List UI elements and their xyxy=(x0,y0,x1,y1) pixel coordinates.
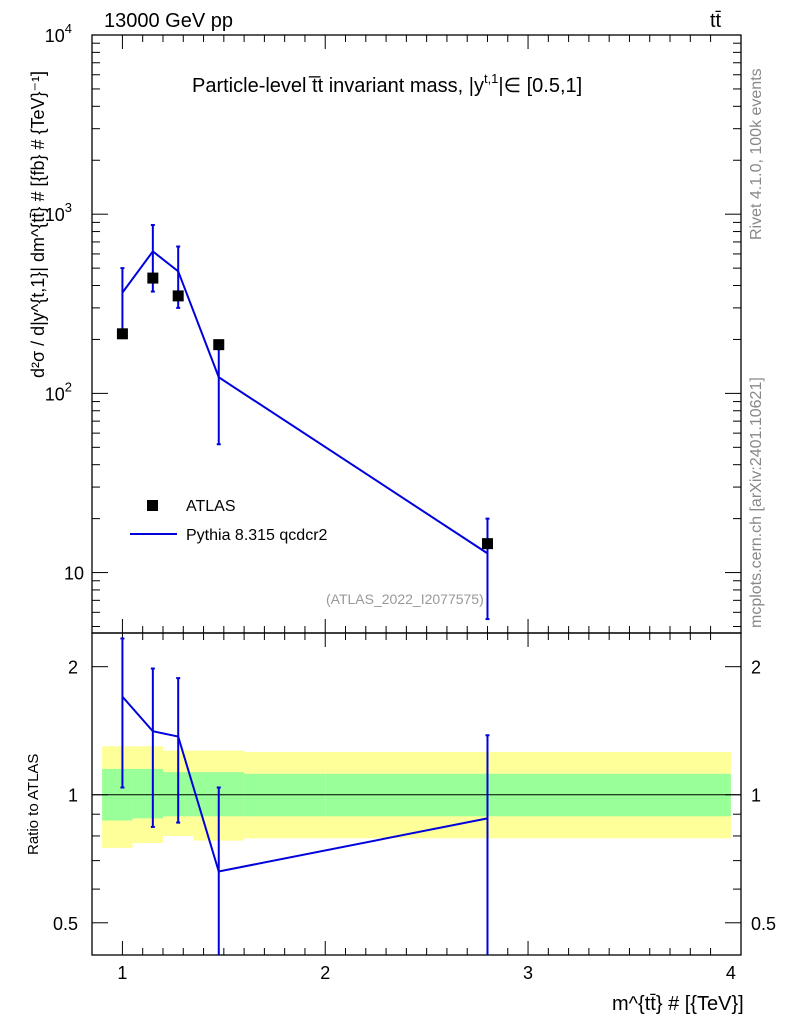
x-tick-label: 1 xyxy=(117,963,127,983)
y-tick-label: 10 xyxy=(64,564,84,584)
y-tick-label: 102 xyxy=(45,379,72,404)
legend-atlas-label: ATLAS xyxy=(186,498,236,515)
legend: ATLAS Pythia 8.315 qcdcr2 xyxy=(130,498,328,544)
y-tick-base: 10 xyxy=(45,384,65,404)
x-tick-label: 2 xyxy=(320,963,330,983)
title-sup: t,1 xyxy=(484,71,498,86)
header-left: 13000 GeV pp xyxy=(104,10,233,32)
atlas-data-point xyxy=(213,339,225,351)
title-main: Particle-level t̅t invariant mass, |y xyxy=(192,75,484,97)
legend-atlas-marker xyxy=(147,500,158,511)
y-tick-label: 104 xyxy=(45,21,72,46)
x-tick-label: 4 xyxy=(726,963,736,983)
atlas-data-point xyxy=(172,290,184,302)
mc-line xyxy=(121,249,489,555)
ratio-y-tick-label: 2 xyxy=(68,658,78,678)
y-tick-exponent: 4 xyxy=(65,21,72,36)
rivet-label: Rivet 4.1.0, 100k events xyxy=(748,68,765,240)
ratio-y-tick-label-right: 1 xyxy=(751,786,761,806)
ratio-xlabel: m^{tt̄} # [{TeV}] xyxy=(612,993,744,1015)
ratio-panel: 1 2 3 4 0.5 0.5 1 1 2 2 xyxy=(53,632,776,983)
plot-title: Particle-level t̅t invariant mass, |yt,1… xyxy=(192,71,582,97)
ratio-ylabel: Ratio to ATLAS xyxy=(25,754,42,855)
header-right: tt̄ xyxy=(710,10,722,32)
atlas-data-point xyxy=(147,272,159,284)
x-tick-label: 3 xyxy=(523,963,533,983)
ratio-y-tick-label: 0.5 xyxy=(53,914,78,934)
y-tick-exponent: 2 xyxy=(65,379,72,394)
mcplots-label: mcplots.cern.ch [arXiv:2401.10621] xyxy=(748,377,765,628)
atlas-data-point xyxy=(481,538,493,550)
y-tick-exponent: 3 xyxy=(65,200,72,215)
legend-pythia-label: Pythia 8.315 qcdcr2 xyxy=(186,527,328,544)
top-ylabel: d²σ / d|y^{t,1}| dm^{tt̄} # [{fb} # {TeV… xyxy=(28,71,48,378)
y-tick-label: 103 xyxy=(45,200,72,225)
ratio-frame xyxy=(91,632,742,956)
ratio-y-tick-label-right: 2 xyxy=(751,658,761,678)
y-tick-base: 10 xyxy=(45,205,65,225)
atlas-data-point xyxy=(116,328,128,340)
mc-line xyxy=(121,696,488,873)
ratio-band-inner xyxy=(132,768,163,819)
title-tail: |∈ [0.5,1] xyxy=(498,75,582,97)
ratio-y-tick-label: 1 xyxy=(68,786,78,806)
y-tick-base: 10 xyxy=(45,26,65,46)
ratio-y-tick-label-right: 0.5 xyxy=(751,914,776,934)
analysis-watermark: (ATLAS_2022_I2077575) xyxy=(326,591,484,607)
